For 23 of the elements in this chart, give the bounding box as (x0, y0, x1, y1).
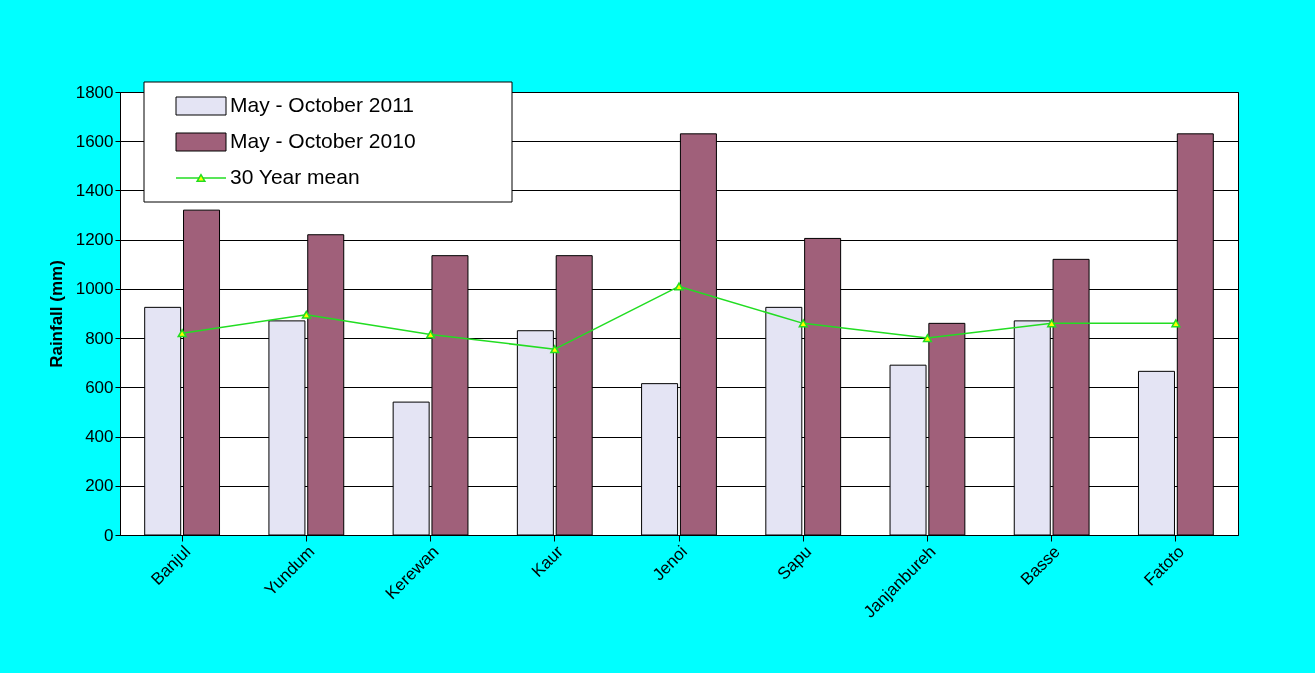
y-axis-title: Rainfall (mm) (46, 260, 66, 368)
legend-label: May - October 2011 (230, 93, 415, 116)
y-tick-label: 1800 (75, 82, 114, 102)
point (922, 334, 933, 343)
legend-label: 30 Year mean (230, 165, 360, 188)
y-tick-label: 1400 (75, 180, 114, 200)
y-tick-label: 1000 (75, 279, 114, 299)
point (301, 310, 311, 319)
point (177, 329, 187, 338)
point (674, 282, 684, 291)
y-tick-label: 800 (85, 328, 114, 348)
y-tick-label: 0 (104, 525, 114, 545)
y-tick-label: 600 (85, 377, 114, 397)
y-tick-label: 1600 (75, 131, 114, 151)
y-tick-label: 200 (85, 476, 114, 496)
point (550, 345, 560, 354)
point (425, 330, 436, 339)
point (1047, 319, 1057, 328)
y-tick-label: 1200 (75, 230, 114, 250)
y-tick-label: 400 (85, 427, 114, 447)
point (798, 319, 808, 328)
legend-label: May - October 2010 (230, 129, 416, 152)
point (1171, 319, 1181, 328)
